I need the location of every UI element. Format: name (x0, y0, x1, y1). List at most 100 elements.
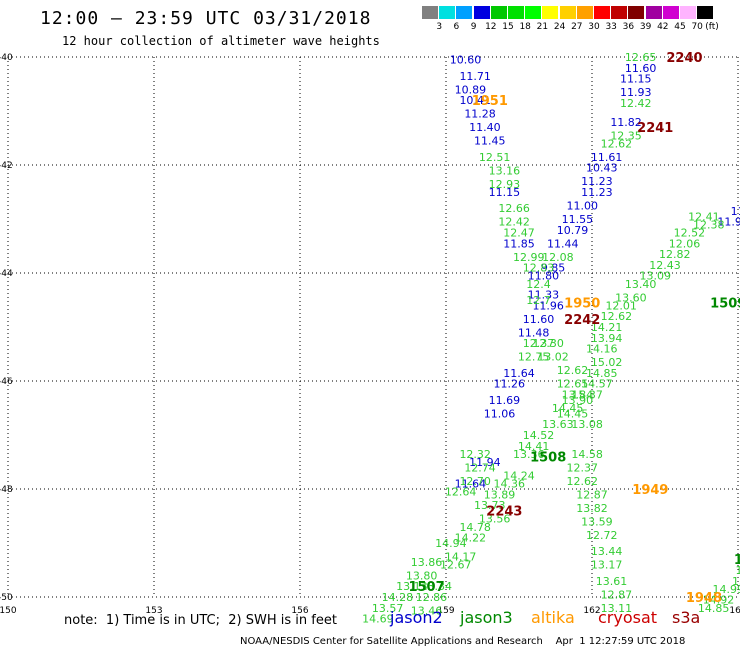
data-label-jason3: 12.64 (445, 486, 477, 499)
colorbar-swatch (611, 6, 628, 19)
data-label-jason3: 15.8 (735, 564, 740, 577)
data-label-jason3: 14.92 (703, 594, 735, 607)
data-label-jason3: 13.46 (411, 605, 443, 618)
data-label-jason3: 14.52 (523, 429, 555, 442)
data-label-jason3: 13.11 (601, 602, 633, 615)
data-label-jason3: 13.40 (625, 278, 657, 291)
colorbar-swatch (473, 6, 490, 19)
data-label-jason3: 12.47 (503, 227, 535, 240)
data-label-jason3: 12.75 (518, 351, 550, 364)
data-label-jason3: 13.02 (537, 351, 569, 364)
data-label-jason3: 14.36 (494, 478, 526, 491)
credit-line: NOAA/NESDIS Center for Satellite Applica… (240, 636, 686, 647)
data-label-jason3: 13.63 (542, 418, 574, 431)
data-label-jason3: 13.61 (596, 575, 628, 588)
colorbar-swatch (594, 6, 610, 19)
data-label-jason3: 12.99 (513, 251, 545, 264)
colorbar-label: 18 (519, 22, 531, 32)
colorbar-swatch (559, 6, 576, 19)
data-label-jason3: 12.52 (674, 227, 706, 240)
data-label-jason3: 12.82 (659, 248, 691, 261)
data-label-jason3: 12.30 (532, 337, 564, 350)
colorbar-label: 21 (536, 22, 549, 32)
data-label-jason3: 12.37 (523, 337, 555, 350)
colorbar-swatch (439, 6, 456, 19)
data-label-jason2: 11.60 (523, 313, 555, 326)
data-label-jason2: 10. (739, 191, 740, 204)
colorbar-swatch (525, 6, 542, 19)
data-label-jason3: 12.93 (489, 178, 521, 191)
colorbar-label: 27 (571, 22, 583, 32)
data-label-jason3: 13.84 (562, 389, 594, 402)
x-tick-label: 153 (145, 606, 162, 616)
colorbar-label: 45 (674, 22, 686, 32)
data-label-jason3: 12.83 (523, 262, 555, 275)
pass-number-label: 14 (734, 553, 740, 568)
data-label-jason2: 10.41 (459, 94, 491, 107)
data-label-jason3: 12.66 (498, 202, 530, 215)
colorbar-swatch (490, 6, 507, 19)
colorbar-swatch (542, 6, 559, 19)
data-label-jason2: 11.1 (731, 205, 740, 218)
data-label-jason3: 12.43 (649, 259, 681, 272)
x-tick-label: 150 (0, 606, 17, 616)
colorbar-label: 15 (502, 22, 514, 32)
data-label-jason2: 11.60 (625, 62, 657, 75)
colorbar-label: 9 (470, 22, 477, 32)
data-label-jason2: 11.06 (484, 407, 516, 420)
data-label-jason3: 13.16 (489, 164, 521, 177)
data-label-jason2: 11.26 (494, 378, 526, 391)
data-label-jason3: 12.65 (625, 51, 657, 64)
data-label-jason2: 11.96 (532, 299, 564, 312)
pass-number-label: 1507 (408, 580, 444, 595)
data-label-jason2: 11.71 (459, 70, 491, 83)
data-label-jason2: 11.85 (503, 237, 535, 250)
data-label-jason3: 13.36 (513, 448, 545, 461)
data-label-jason3: 12.62 (567, 475, 599, 488)
data-label-jason2: 11.69 (489, 394, 521, 407)
colorbar-label: 3 (436, 22, 443, 32)
data-label-jason2: 11.93 (620, 86, 652, 99)
pass-number-label: 1950 (564, 297, 600, 312)
colorbar-label: 24 (553, 22, 566, 32)
colorbar-swatch (645, 6, 662, 19)
data-label-jason2: 11.64 (455, 478, 487, 491)
x-tick-label: 156 (291, 606, 308, 616)
data-label-jason3: 13.89 (484, 488, 516, 501)
data-label-jason3: 12.86 (416, 591, 448, 604)
y-tick-label: -46 (0, 377, 13, 387)
data-label-jason3: 13.94 (591, 332, 623, 345)
data-label-jason3: 13.86 (411, 556, 443, 569)
data-label-jason3: 14.45 (552, 402, 584, 415)
data-label-jason2: 11.28 (464, 108, 496, 121)
data-label-jason3: 14.16 (586, 343, 618, 356)
data-label-jason3: 14.57 (581, 378, 613, 391)
data-label-jason2: 11.64 (503, 367, 535, 380)
data-label-jason3: 13.90 (562, 394, 594, 407)
colorbar-label: 6 (453, 22, 460, 32)
data-label-jason2: 11.15 (489, 186, 521, 199)
data-label-jason3: 12.01 (605, 299, 637, 312)
data-label-jason3: 14.45 (557, 407, 589, 420)
data-label-jason3: 13.34 (421, 580, 453, 593)
colorbar-label: 30 (588, 22, 600, 32)
colorbar-swatch (697, 6, 714, 19)
colorbar-label: 36 (622, 22, 635, 32)
data-label-jason3: 12.62 (601, 310, 633, 323)
y-tick-label: -42 (0, 161, 13, 171)
colorbar-swatch (662, 6, 679, 19)
data-label-jason3: 13.60 (615, 291, 647, 304)
data-label-jason3: 14.85 (586, 367, 618, 380)
data-label-jason3: 14.41 (518, 440, 550, 453)
data-label-jason3: 13.56 (479, 513, 511, 526)
data-label-jason2: 10.79 (557, 224, 589, 237)
data-label-jason3: 12.62 (557, 364, 589, 377)
data-label-jason3: 15.02 (591, 356, 623, 369)
data-label-jason3: 14.58 (571, 448, 603, 461)
data-label-jason3: 12.72 (586, 529, 618, 542)
data-label-jason2: 11.44 (547, 237, 579, 250)
data-label-jason3: 14.94 (435, 537, 467, 550)
data-label-jason3: 14.78 (459, 521, 491, 534)
data-label-jason3: 12.70 (459, 475, 491, 488)
